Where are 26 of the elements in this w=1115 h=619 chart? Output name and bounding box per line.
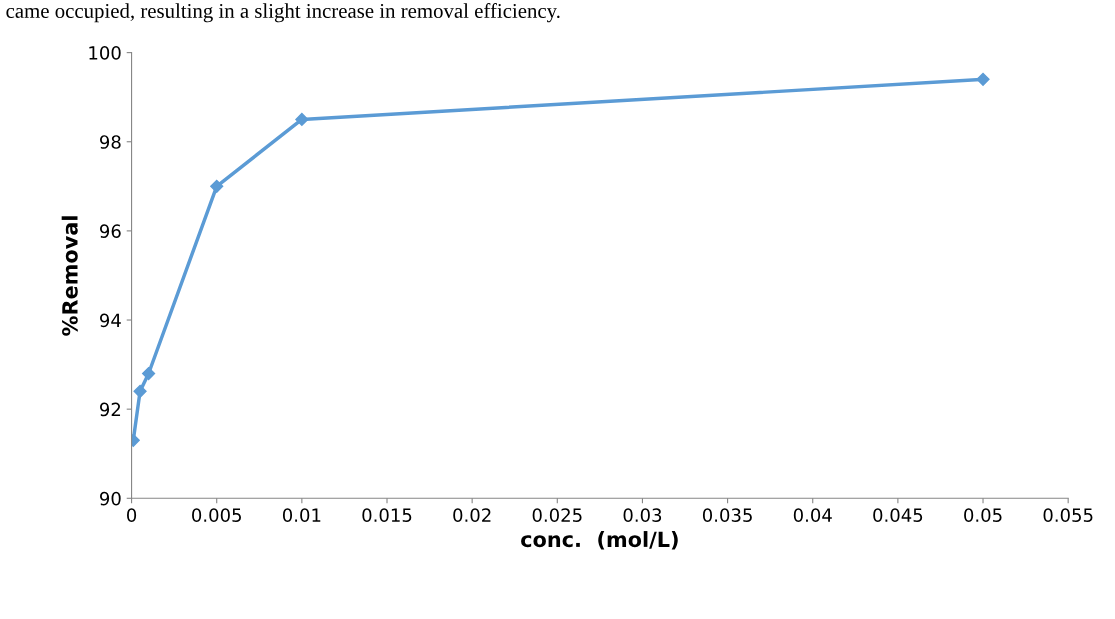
x-tick-label: 0.005 xyxy=(192,508,241,522)
y-tick-label: 98 xyxy=(100,135,121,149)
x-tick-label: 0 xyxy=(127,508,137,522)
x-tick-label: 0.05 xyxy=(964,508,1002,522)
x-tick-label: 0.025 xyxy=(532,508,582,522)
y-tick-label: 94 xyxy=(100,313,121,328)
y-tick-label: 92 xyxy=(100,402,121,417)
point xyxy=(133,384,147,398)
x-tick-label: 0.035 xyxy=(702,508,752,522)
x-tick-label: 0.055 xyxy=(1043,508,1093,522)
y-axis-title: %Removal xyxy=(61,216,78,336)
y-tick-label: 96 xyxy=(100,224,121,238)
x-tick-label: 0.015 xyxy=(362,508,412,522)
point xyxy=(976,72,990,86)
text: came occupied, resulting in a slight increase in removal efficiency. xyxy=(6,3,560,23)
y-tick-label: 90 xyxy=(100,491,121,506)
point xyxy=(210,179,224,193)
x-tick-label: 0.04 xyxy=(793,508,832,522)
x-tick-label: 0.02 xyxy=(453,508,491,522)
x-axis-title: conc. (mol/L) xyxy=(521,531,678,550)
x-tick-label: 0.03 xyxy=(623,508,662,522)
point xyxy=(295,112,309,127)
point xyxy=(142,366,156,381)
y-tick-label: 100 xyxy=(89,46,121,60)
x-tick-label: 0.045 xyxy=(873,508,923,522)
x-tick-label: 0.01 xyxy=(282,508,321,522)
